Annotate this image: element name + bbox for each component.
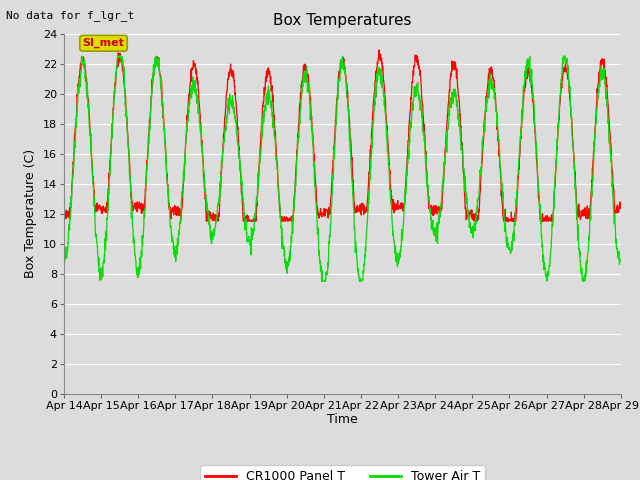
X-axis label: Time: Time — [327, 413, 358, 426]
Tower Air T — [60, 256, 68, 262]
Tower Air T — [332, 132, 339, 138]
Text: SI_met: SI_met — [83, 38, 124, 48]
CR1000 Panel T — [375, 47, 383, 53]
Text: No data for f_lgr_t: No data for f_lgr_t — [6, 10, 134, 21]
CR1000 Panel T — [88, 165, 96, 170]
Legend: CR1000 Panel T, Tower Air T: CR1000 Panel T, Tower Air T — [200, 465, 485, 480]
CR1000 Panel T — [316, 209, 324, 215]
Tower Air T — [499, 189, 507, 195]
CR1000 Panel T — [499, 213, 507, 218]
CR1000 Panel T — [60, 205, 68, 211]
Tower Air T — [88, 171, 96, 177]
CR1000 Panel T — [617, 205, 625, 211]
CR1000 Panel T — [601, 70, 609, 76]
Tower Air T — [602, 82, 609, 88]
Line: CR1000 Panel T: CR1000 Panel T — [64, 50, 621, 221]
Tower Air T — [114, 53, 122, 59]
Tower Air T — [617, 257, 625, 263]
CR1000 Panel T — [202, 218, 210, 224]
Line: Tower Air T: Tower Air T — [64, 56, 621, 281]
Tower Air T — [318, 278, 326, 284]
Tower Air T — [316, 258, 324, 264]
Y-axis label: Box Temperature (C): Box Temperature (C) — [24, 149, 37, 278]
CR1000 Panel T — [331, 131, 339, 136]
CR1000 Panel T — [602, 68, 609, 74]
Title: Box Temperatures: Box Temperatures — [273, 13, 412, 28]
Tower Air T — [601, 76, 609, 82]
